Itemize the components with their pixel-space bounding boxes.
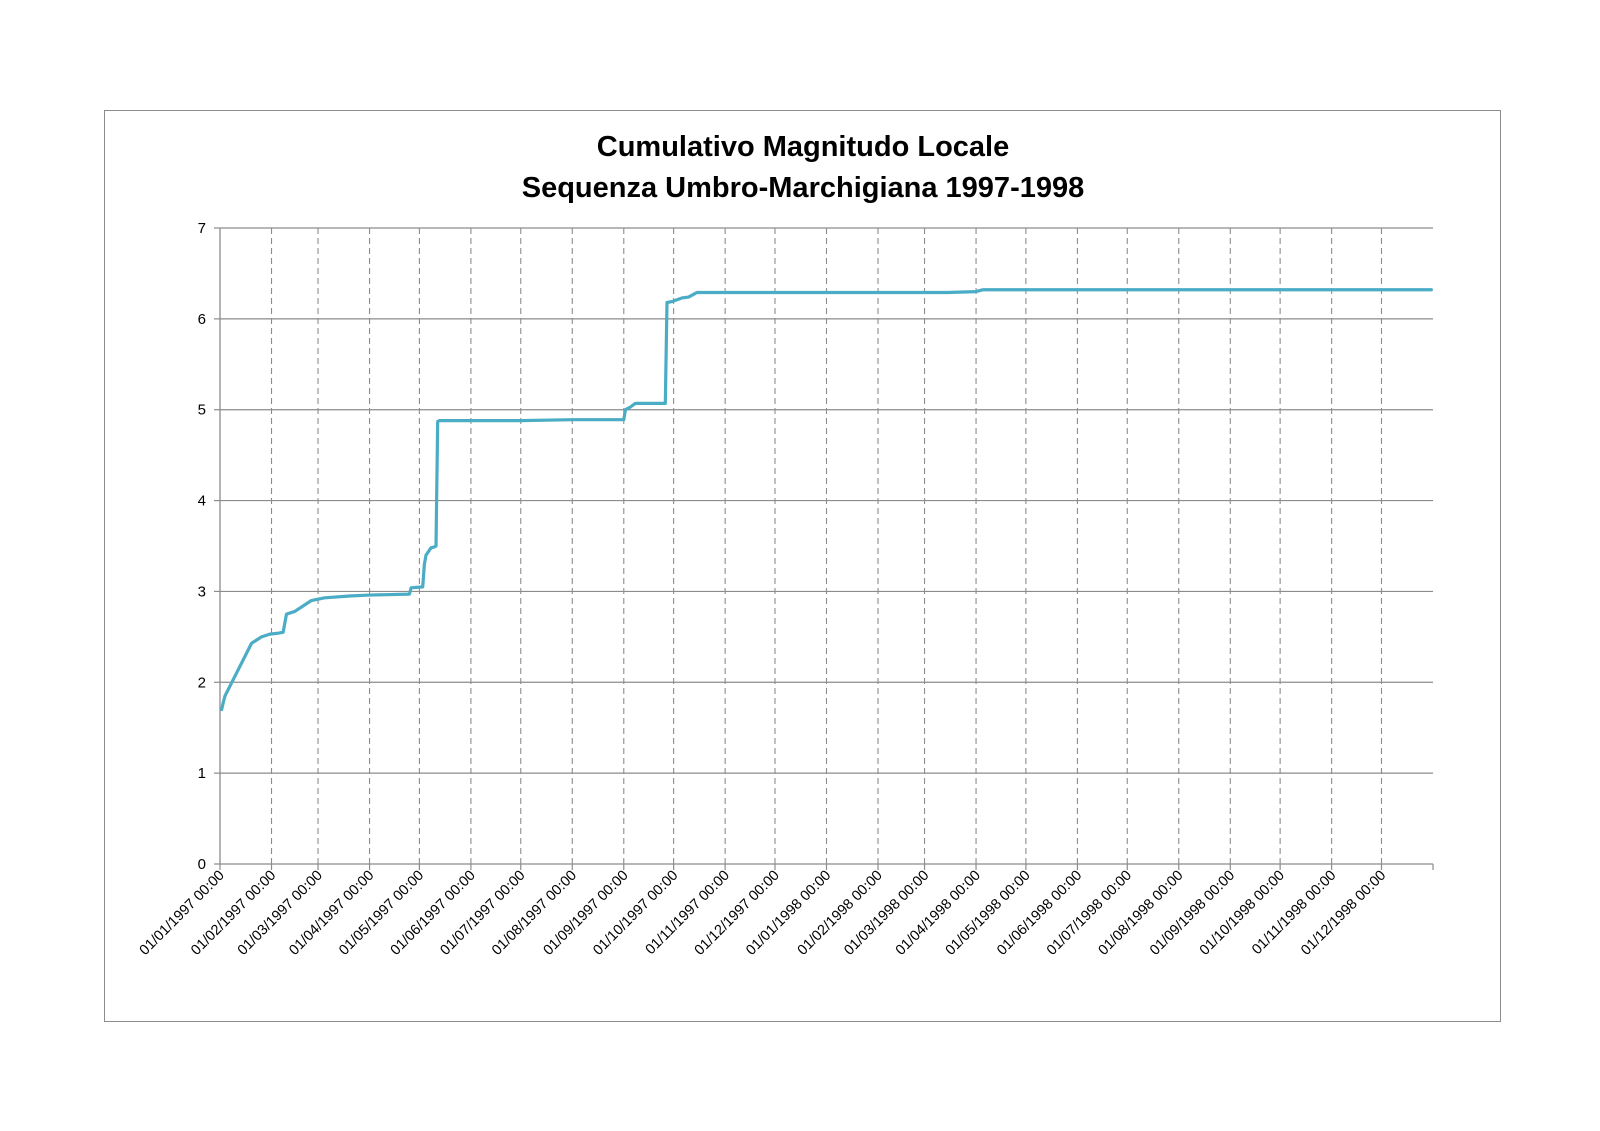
x-tick-label: 01/01/1997 00:00 [137, 868, 228, 959]
series-layer [220, 288, 1433, 712]
x-tick-label: 01/10/1998 00:00 [1197, 868, 1288, 959]
x-tick-label: 01/03/1998 00:00 [841, 868, 932, 959]
y-tick-label: 4 [198, 493, 206, 510]
y-tick-label: 2 [198, 674, 206, 691]
line-chart: Cumulativo Magnitudo Locale Sequenza Umb… [137, 131, 1434, 959]
y-tick-label: 0 [198, 856, 206, 873]
x-tick-label: 01/03/1997 00:00 [235, 868, 326, 959]
x-tick-label: 01/05/1997 00:00 [336, 868, 427, 959]
x-tick-label: 01/07/1997 00:00 [437, 868, 528, 959]
y-tick-label: 1 [198, 765, 206, 782]
chart-title-line-2: Sequenza Umbro-Marchigiana 1997-1998 [522, 172, 1084, 204]
y-tick-label: 5 [198, 402, 206, 419]
axes [214, 227, 1434, 870]
x-tick-label: 01/10/1997 00:00 [590, 868, 681, 959]
y-tick-label: 7 [198, 220, 206, 237]
y-tick-label: 6 [198, 311, 206, 328]
x-tick-label: 01/12/1997 00:00 [692, 868, 783, 959]
x-tick-label: 01/12/1998 00:00 [1298, 868, 1389, 959]
y-axis-tick-labels: 0 1 2 3 4 5 6 7 [198, 220, 206, 873]
vertical-gridlines [270, 228, 1383, 864]
chart-title: Cumulativo Magnitudo Locale Sequenza Umb… [522, 131, 1084, 204]
y-tick-label: 3 [198, 583, 206, 600]
series-line [220, 288, 1433, 712]
x-tick-label: 01/05/1998 00:00 [943, 868, 1034, 959]
x-tick-label: 01/07/1998 00:00 [1044, 868, 1135, 959]
chart-frame: Cumulativo Magnitudo Locale Sequenza Umb… [104, 110, 1501, 1022]
chart-title-line-1: Cumulativo Magnitudo Locale [597, 131, 1009, 163]
